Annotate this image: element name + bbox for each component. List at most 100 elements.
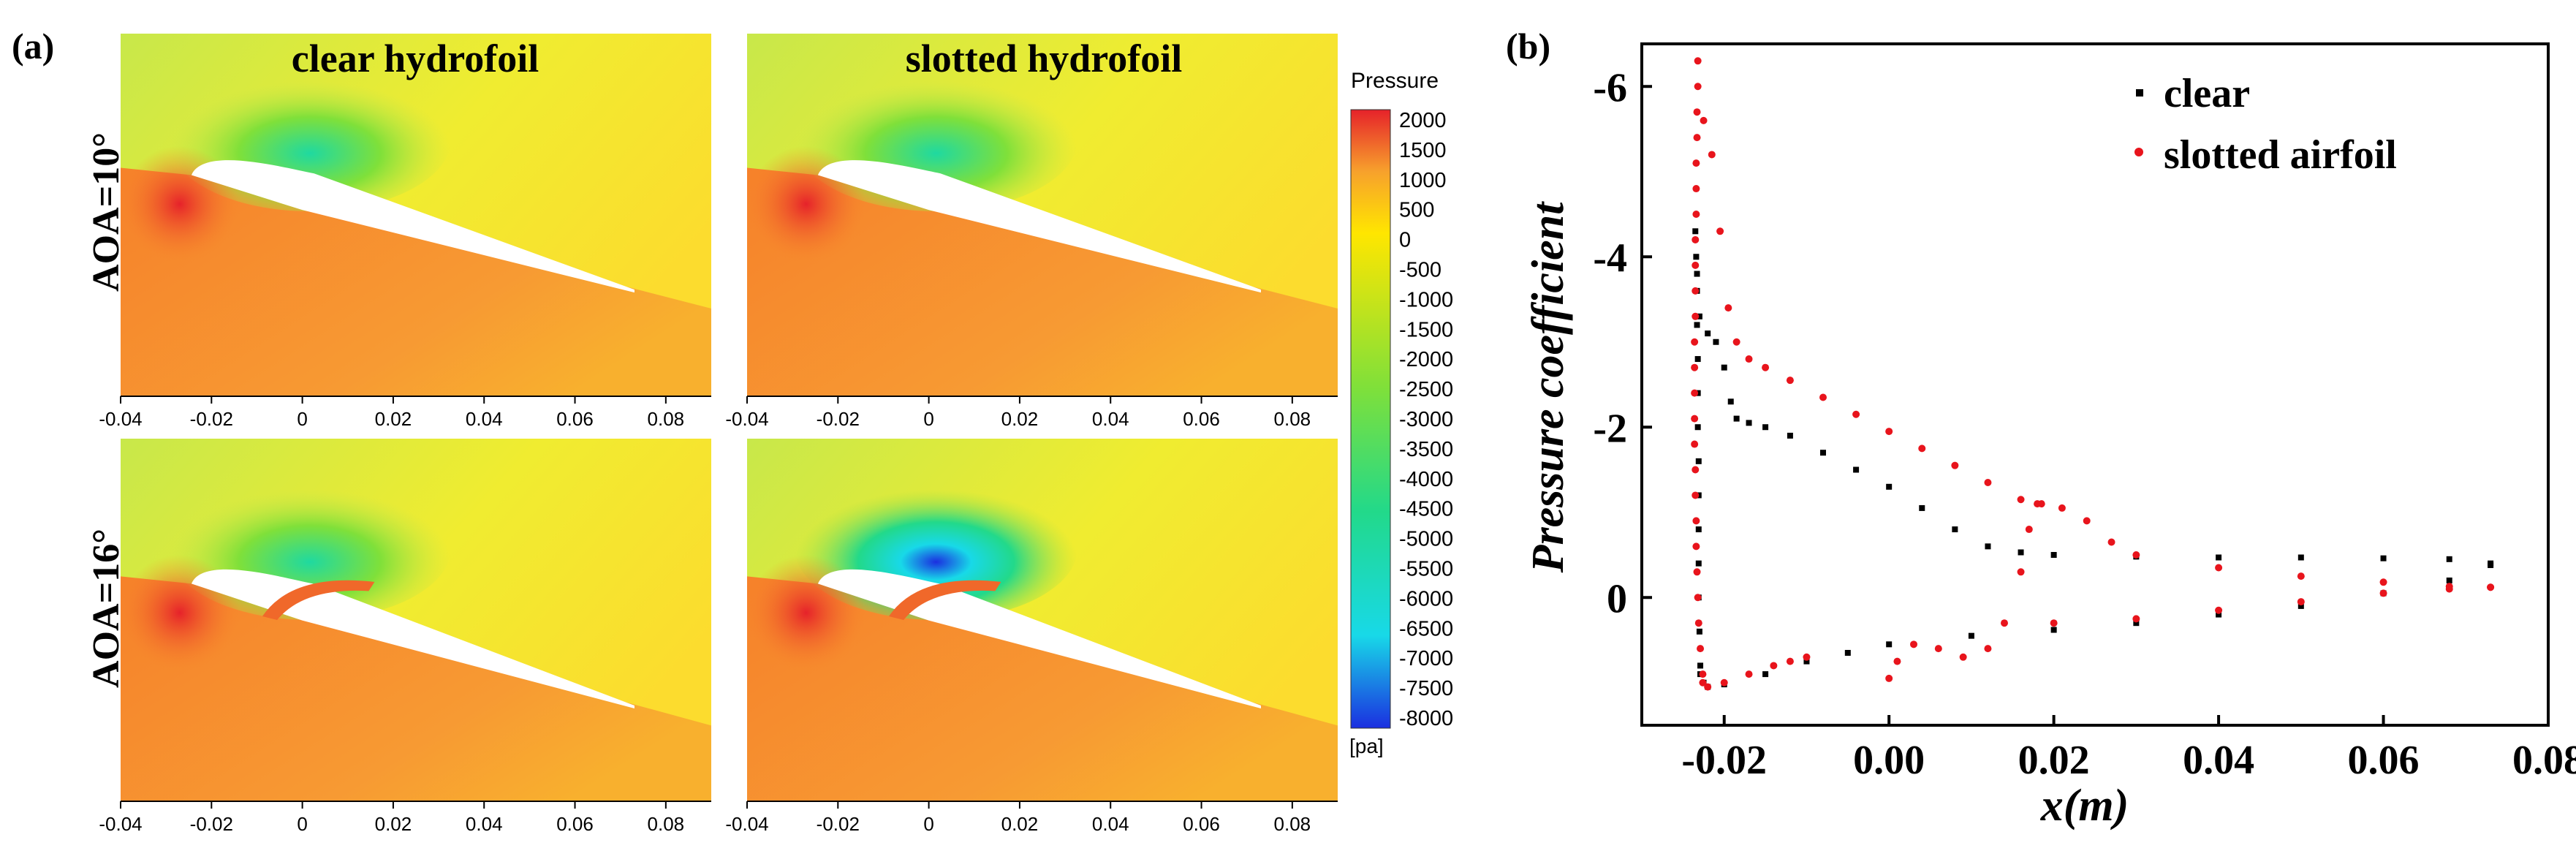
- data-point: [1691, 389, 1699, 397]
- data-point: [2379, 578, 2387, 586]
- contour-slotted-aoa10: -0.04 -0.02 0 0.02 0.04 0.06 0.08: [725, 34, 1338, 430]
- data-point: [1696, 313, 1702, 319]
- colorbar-tick-label: -4500: [1399, 498, 1453, 521]
- data-point: [1968, 632, 1974, 639]
- data-point: [2488, 561, 2494, 568]
- data-point: [1762, 424, 1769, 431]
- data-point: [1886, 641, 1893, 648]
- data-point: [1692, 185, 1700, 193]
- data-point: [1803, 653, 1811, 661]
- data-point: [1852, 410, 1860, 418]
- data-point: [1724, 304, 1732, 312]
- colorbar-tick-label: -500: [1399, 259, 1442, 282]
- data-point: [1762, 671, 1769, 678]
- chart-plot-area: [1640, 42, 2550, 727]
- contour-x-tick-label: 0.08: [1274, 813, 1311, 835]
- data-point: [1692, 261, 1700, 269]
- data-point: [1951, 461, 1959, 469]
- y-tick-label: -2: [1593, 406, 1627, 451]
- hydrofoil-shape: [191, 160, 634, 293]
- data-point: [1696, 628, 1702, 635]
- x-tick-label: 0.00: [1853, 738, 1925, 783]
- contour-x-tick-label: 0.04: [1092, 408, 1129, 430]
- contour-x-tick-label: 0: [923, 408, 933, 430]
- data-point: [2050, 627, 2057, 633]
- data-point: [1762, 363, 1770, 371]
- row-title-aoa10: AOA=10°: [86, 132, 127, 292]
- data-point: [1694, 424, 1701, 431]
- data-point: [1692, 491, 1700, 499]
- contour-x-tick-label: -0.04: [725, 408, 768, 430]
- series-clear: [1692, 228, 2494, 690]
- x-tick-label: 0.04: [2183, 738, 2254, 783]
- contour-x-tick-label: 0.08: [648, 408, 685, 430]
- contour-x-tick-label: -0.02: [190, 813, 233, 835]
- contour-x-tick-label: 0.02: [375, 813, 412, 835]
- data-point: [1716, 227, 1724, 235]
- colorbar-tick-label: 1000: [1399, 169, 1447, 192]
- data-point: [2001, 619, 2008, 627]
- contour-x-axis: -0.04 -0.02 0 0.02 0.04 0.06 0.08: [725, 801, 1338, 835]
- data-point: [1692, 517, 1700, 525]
- data-point: [1844, 649, 1851, 656]
- data-point: [1934, 645, 1942, 653]
- x-tick-label: 0.08: [2512, 738, 2576, 783]
- colorbar-tick-label: -7500: [1399, 677, 1453, 700]
- data-point: [1853, 466, 1860, 473]
- data-point: [2297, 602, 2304, 609]
- data-point: [1691, 440, 1699, 448]
- data-point: [1693, 254, 1700, 260]
- data-point: [1693, 134, 1701, 142]
- colorbar-tick-label: 1500: [1399, 139, 1447, 162]
- y-tick-label: -6: [1593, 65, 1627, 110]
- contour-slotted-aoa16: -0.04 -0.02 0 0.02 0.04 0.06 0.08: [725, 439, 1338, 835]
- data-point: [2050, 552, 2057, 558]
- slot-gap: [262, 580, 375, 620]
- data-point: [1713, 338, 1719, 345]
- data-point: [1704, 683, 1712, 691]
- data-point: [2297, 598, 2305, 606]
- data-point: [1745, 355, 1753, 363]
- colorbar-tick-label: -3500: [1399, 438, 1453, 461]
- column-title-clear: clear hydrofoil: [292, 37, 539, 80]
- data-point: [1910, 640, 1917, 648]
- data-point: [1984, 645, 1992, 653]
- data-point: [2017, 496, 2025, 504]
- colorbar-tick-label: -6000: [1399, 587, 1453, 610]
- data-point: [1886, 483, 1893, 490]
- data-point: [2017, 568, 2025, 576]
- contour-x-tick-label: 0: [923, 813, 933, 835]
- panel-label-b: (b): [1506, 26, 1550, 67]
- data-point: [1692, 235, 1700, 243]
- data-point: [1694, 322, 1700, 328]
- hydrofoil-shape: [817, 160, 1261, 293]
- data-point: [2216, 611, 2222, 618]
- colorbar-tick-label: -5000: [1399, 528, 1453, 551]
- data-point: [2215, 606, 2223, 614]
- data-point: [1893, 657, 1901, 665]
- contour-x-tick-label: -0.04: [99, 408, 142, 430]
- contour-x-tick-label: -0.02: [817, 408, 860, 430]
- contour-x-tick-label: 0.04: [466, 408, 503, 430]
- panel-label-a: (a): [12, 26, 54, 67]
- data-point: [1699, 670, 1707, 678]
- data-point: [1720, 678, 1728, 687]
- data-point: [1692, 312, 1700, 320]
- data-point: [2380, 555, 2387, 561]
- row-title-aoa16: AOA=16°: [86, 529, 127, 688]
- contour-panels: -0.04 -0.02 0 0.02 0.04 0.06 0.08 -0.04 -0.02 0 0.…: [99, 34, 1338, 835]
- data-point: [1692, 287, 1700, 295]
- data-point: [1692, 466, 1700, 474]
- data-point: [2216, 554, 2222, 561]
- legend-label-slotted: slotted airfoil: [2164, 132, 2397, 178]
- contour-x-tick-label: 0.04: [466, 813, 503, 835]
- column-title-slotted: slotted hydrofoil: [906, 37, 1183, 80]
- data-point: [1952, 526, 1958, 533]
- data-point: [1787, 432, 1793, 439]
- chart-x-ticks: -0.02 0.00 0.02 0.04 0.06 0.08: [1681, 715, 2576, 783]
- data-point: [2446, 577, 2452, 583]
- data-point: [1692, 211, 1700, 218]
- data-point: [1694, 271, 1700, 277]
- data-point: [2083, 517, 2091, 525]
